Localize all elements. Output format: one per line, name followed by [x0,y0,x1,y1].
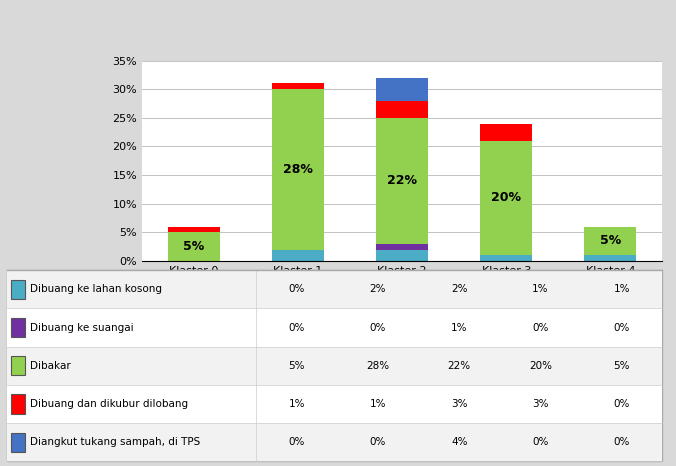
Text: 5%: 5% [183,240,205,253]
Text: Dibakar: Dibakar [30,361,71,371]
Text: 1%: 1% [370,399,386,409]
Text: 3%: 3% [451,399,468,409]
Text: Diangkut tukang sampah, di TPS: Diangkut tukang sampah, di TPS [30,437,201,447]
Text: Dibuang ke lahan kosong: Dibuang ke lahan kosong [30,284,162,295]
Text: 2%: 2% [451,284,468,295]
Text: Dibuang dan dikubur dilobang: Dibuang dan dikubur dilobang [30,399,189,409]
Bar [480,255,533,261]
Bar [376,78,429,101]
Text: 0%: 0% [532,322,549,333]
Bar [7,347,662,385]
Bar [272,249,324,261]
Text: 0%: 0% [289,322,305,333]
Text: Dibuang ke suangai: Dibuang ke suangai [30,322,134,333]
Text: 0%: 0% [289,284,305,295]
Bar [376,244,429,249]
Bar [11,356,25,376]
Text: 28%: 28% [366,361,389,371]
Bar [7,385,662,423]
Text: 0%: 0% [370,437,386,447]
Bar [11,280,25,299]
Bar [376,118,429,244]
Text: 20%: 20% [491,192,521,205]
Text: 0%: 0% [614,399,630,409]
Text: 0%: 0% [289,437,305,447]
Bar [11,318,25,337]
Bar [272,89,324,249]
Bar [584,255,637,261]
Text: 2%: 2% [370,284,386,295]
Bar [584,226,637,255]
Bar [376,101,429,118]
Text: 22%: 22% [448,361,470,371]
Bar [376,249,429,261]
Text: 28%: 28% [283,163,313,176]
Text: 0%: 0% [370,322,386,333]
Bar [168,226,220,233]
Bar [480,123,533,141]
Text: 5%: 5% [614,361,630,371]
Text: 1%: 1% [451,322,468,333]
Text: 5%: 5% [289,361,305,371]
Bar [480,141,533,255]
Text: 1%: 1% [532,284,549,295]
Bar [272,83,324,89]
Text: 3%: 3% [532,399,549,409]
Bar [7,308,662,347]
Bar [168,233,220,261]
Text: 0%: 0% [532,437,549,447]
Text: 0%: 0% [614,437,630,447]
Text: 0%: 0% [614,322,630,333]
Text: 1%: 1% [289,399,305,409]
Text: 4%: 4% [451,437,468,447]
Text: 22%: 22% [387,174,417,187]
Text: 1%: 1% [614,284,630,295]
Text: 20%: 20% [529,361,552,371]
Text: 5%: 5% [600,234,621,247]
Bar [7,423,662,461]
Bar [11,394,25,414]
Bar [11,432,25,452]
Bar [7,270,662,308]
